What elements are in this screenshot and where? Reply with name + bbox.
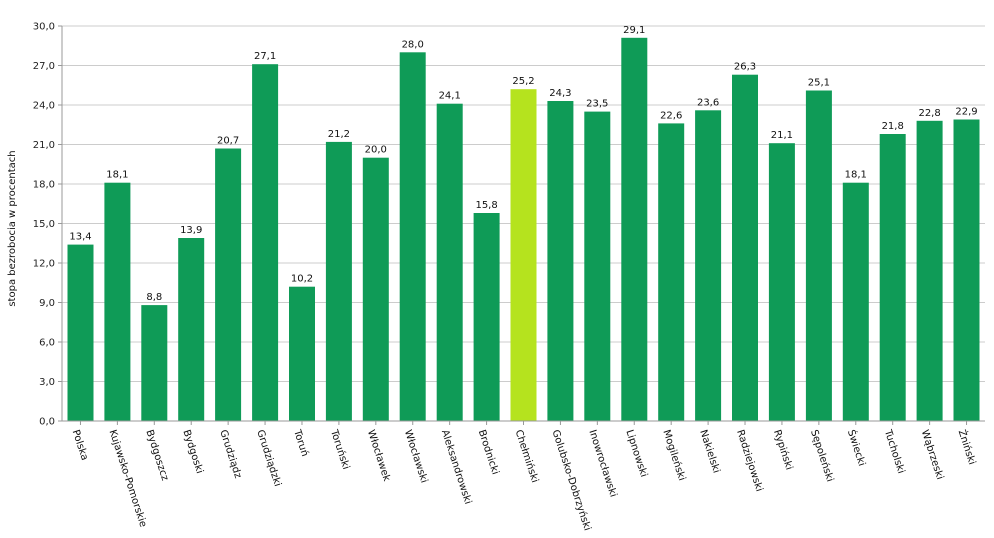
x-tick-label: Polska <box>70 429 90 462</box>
value-label: 24,3 <box>549 88 571 99</box>
x-tick-label: Włocławek <box>365 429 392 483</box>
x-tick-label: Grudziądzki <box>254 429 283 488</box>
x-tick-label: Żniński <box>956 428 980 466</box>
x-tick-label: Inowrocławski <box>586 429 618 499</box>
value-label: 15,8 <box>475 200 497 211</box>
value-label: 29,1 <box>623 25 645 36</box>
y-tick-label: 27,0 <box>33 61 55 72</box>
y-tick-label: 3,0 <box>39 377 55 388</box>
value-label: 23,5 <box>586 99 608 110</box>
bar <box>768 143 795 421</box>
value-label: 23,6 <box>697 97 719 108</box>
x-tick-label: Sępoleński <box>808 428 836 483</box>
x-tick-label: Toruń <box>291 427 311 458</box>
x-tick-label: Lipnowski <box>623 429 649 479</box>
value-label: 20,0 <box>365 145 387 156</box>
bar <box>215 148 242 421</box>
x-tick-label: Grudziądz <box>217 429 243 480</box>
bar <box>399 52 426 422</box>
x-tick-label: Bydgoszcz <box>143 429 170 483</box>
y-tick-label: 12,0 <box>33 259 55 270</box>
bar <box>289 286 315 421</box>
x-tick-label: Nakielski <box>697 429 721 475</box>
bar <box>584 111 611 421</box>
value-label: 8,8 <box>146 292 162 303</box>
value-label: 22,9 <box>955 107 977 118</box>
bar <box>695 110 722 422</box>
x-tick-label: Brodnicki <box>476 429 501 477</box>
x-tick-label: Rypiński <box>771 428 795 471</box>
bar <box>879 134 906 421</box>
bar <box>732 74 758 421</box>
bar <box>547 101 574 421</box>
value-label: 21,8 <box>882 121 904 132</box>
x-tick-label: Tucholski <box>882 428 907 476</box>
bar <box>805 90 832 421</box>
bar <box>953 119 980 421</box>
value-label: 21,1 <box>771 130 793 141</box>
y-tick-label: 30,0 <box>33 22 55 33</box>
value-label: 22,8 <box>918 108 940 119</box>
bar <box>916 120 943 422</box>
value-label: 25,2 <box>512 76 534 87</box>
x-tick-label: Chełmiński <box>513 428 541 484</box>
bar <box>67 244 94 421</box>
value-label: 21,2 <box>328 129 350 140</box>
value-label: 27,1 <box>254 51 276 62</box>
bar <box>658 123 685 422</box>
bar <box>362 157 389 421</box>
y-tick-label: 0,0 <box>39 417 55 428</box>
value-label: 13,4 <box>69 232 91 243</box>
value-label: 22,6 <box>660 110 682 121</box>
value-label: 28,0 <box>402 39 424 50</box>
value-label: 25,1 <box>808 78 830 89</box>
x-tick-label: Włocławski <box>402 429 430 485</box>
x-tick-label: Toruński <box>328 427 352 471</box>
x-tick-label: Aleksandrowski <box>439 429 473 506</box>
bar <box>510 89 537 421</box>
bar <box>842 182 869 421</box>
value-label: 26,3 <box>734 62 756 73</box>
x-tick-label: Świecki <box>845 428 869 468</box>
value-label: 10,2 <box>291 274 313 285</box>
bar <box>325 141 352 421</box>
value-labels: 13,4 18,1 8,8 13,9 20,7 27,1 10,2 21,2 20,0 28,0 2… <box>69 25 977 303</box>
value-label: 13,9 <box>180 225 202 236</box>
bar <box>621 37 648 422</box>
x-tick-label: Kujawsko-Pomorskie <box>107 429 149 529</box>
x-tick-label: Wąbrzeski <box>919 429 945 482</box>
y-tick-label: 18,0 <box>33 180 55 191</box>
y-axis-title: stopa bezrobocia w procentach <box>7 150 18 306</box>
x-tick-label: Mogileński <box>660 428 688 482</box>
bar <box>473 213 500 421</box>
bar <box>141 305 168 421</box>
x-tick-label: Golubsko-Dobrzyński <box>550 428 594 532</box>
bars <box>67 37 980 422</box>
y-tick-label: 6,0 <box>39 338 55 349</box>
bar <box>252 64 279 421</box>
value-label: 18,1 <box>106 170 128 181</box>
value-label: 24,1 <box>439 91 461 102</box>
bar <box>104 182 131 421</box>
bar <box>178 238 205 421</box>
y-tick-label: 21,0 <box>33 140 55 151</box>
y-tick-label: 9,0 <box>39 298 55 309</box>
y-axis-ticks: 0,0 3,0 6,0 9,0 12,0 15,0 18,0 21,0 24,0 27,0 30,0 <box>33 22 62 428</box>
value-label: 20,7 <box>217 136 239 147</box>
bar <box>436 103 463 421</box>
x-tick-label: Radziejowski <box>734 429 764 494</box>
y-tick-label: 24,0 <box>33 101 55 112</box>
y-tick-label: 15,0 <box>33 219 55 230</box>
x-tick-label: Bydgoski <box>180 429 204 476</box>
value-label: 18,1 <box>845 170 867 181</box>
